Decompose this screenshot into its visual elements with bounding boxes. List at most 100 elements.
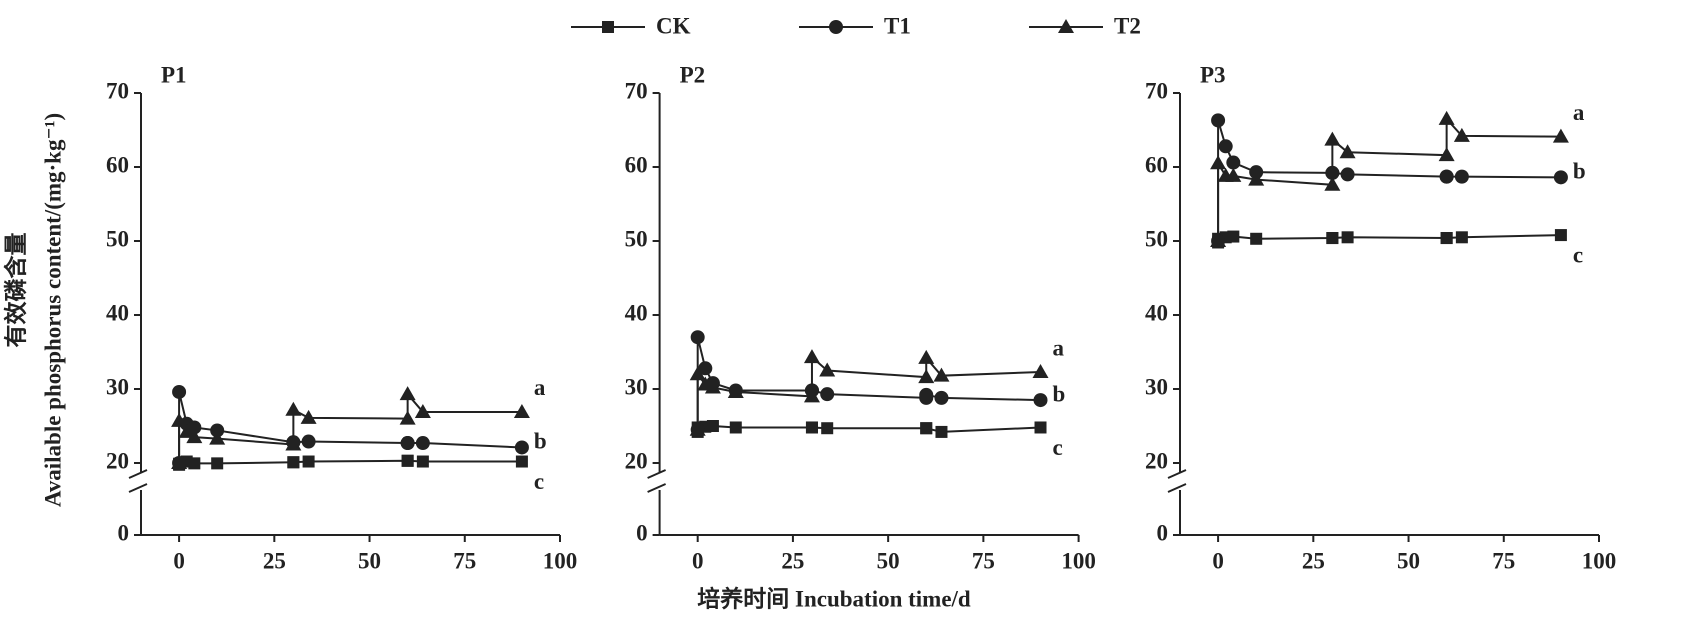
x-tick-label: 100 [1582, 548, 1617, 573]
data-point [1210, 233, 1227, 247]
data-point [188, 457, 201, 470]
data-point [211, 457, 224, 470]
panel-title: P2 [680, 62, 706, 87]
data-point [1032, 363, 1049, 378]
data-point [1210, 155, 1227, 170]
y-label-cn: 有效磷含量 [2, 233, 28, 348]
data-point [727, 383, 744, 398]
data-point [171, 412, 188, 427]
data-point [187, 420, 202, 435]
y-tick-label: 60 [106, 152, 129, 177]
y-tick-label: 0 [636, 520, 648, 545]
panel-title: P3 [1200, 62, 1226, 87]
x-tick-label: 0 [692, 548, 704, 573]
x-tick-label: 25 [263, 548, 286, 573]
data-point [933, 367, 950, 382]
data-point [819, 362, 836, 377]
x-tick-label: 75 [1492, 548, 1515, 573]
axis-break [647, 483, 667, 493]
data-point [690, 330, 705, 345]
data-point [729, 421, 742, 434]
y-tick-label: 70 [106, 78, 129, 103]
y-tick-label: 40 [625, 300, 648, 325]
y-tick-label: 20 [1145, 448, 1168, 473]
data-point [415, 436, 430, 451]
data-point [920, 422, 933, 435]
x-tick-label: 25 [781, 548, 804, 573]
significance-label: c [1573, 242, 1583, 267]
data-point [416, 455, 429, 468]
data-point [1248, 171, 1265, 186]
significance-label: b [534, 429, 547, 454]
data-point [178, 423, 195, 438]
legend-marker [1058, 19, 1074, 33]
data-point [301, 434, 316, 449]
data-point [1440, 232, 1453, 245]
y-tick-label: 0 [118, 520, 130, 545]
data-point [1326, 232, 1339, 245]
series-line [178, 391, 522, 463]
data-point [1439, 169, 1454, 184]
data-point [1453, 127, 1470, 142]
x-tick-label: 0 [1212, 548, 1224, 573]
data-point [1341, 231, 1354, 244]
data-point [186, 429, 203, 444]
x-label: 培养时间 Incubation time/d [697, 585, 971, 611]
significance-label: a [1053, 335, 1065, 360]
data-point [1455, 231, 1468, 244]
x-tick-label: 50 [358, 548, 381, 573]
y-tick-label: 0 [1157, 520, 1169, 545]
axis-break [1167, 483, 1187, 493]
legend-label: T2 [1114, 13, 1141, 38]
x-tick-label: 100 [543, 548, 578, 573]
panel-title: P1 [161, 62, 187, 87]
y-tick-label: 30 [1145, 374, 1168, 399]
data-point [514, 440, 529, 455]
x-tick-label: 75 [453, 548, 476, 573]
significance-label: b [1053, 381, 1066, 406]
data-point [513, 403, 530, 418]
series-line [696, 354, 1041, 430]
series-line [696, 336, 1041, 430]
y-tick-label: 40 [1145, 300, 1168, 325]
data-point [1438, 110, 1455, 125]
y-tick-label: 50 [1145, 226, 1168, 251]
axis-break [1167, 469, 1187, 479]
data-point [302, 455, 315, 468]
data-point [1340, 167, 1355, 182]
data-point [285, 401, 302, 416]
data-point [935, 425, 948, 438]
data-point [689, 366, 706, 381]
series-line [178, 391, 522, 463]
significance-label: a [1573, 100, 1585, 125]
data-point [706, 420, 719, 432]
data-point [287, 456, 300, 469]
data-point [919, 387, 934, 402]
data-point [171, 455, 188, 469]
x-tick-label: 50 [1397, 548, 1420, 573]
axis-break [128, 483, 148, 493]
data-point [1225, 167, 1242, 182]
data-point [414, 403, 431, 418]
data-point [1250, 232, 1263, 245]
x-tick-label: 50 [877, 548, 900, 573]
data-point [400, 436, 415, 451]
data-point [515, 455, 528, 468]
series-line [1217, 234, 1561, 243]
data-point [1227, 230, 1240, 243]
data-point [704, 379, 721, 394]
data-point [285, 436, 302, 451]
data-point [1218, 139, 1233, 154]
y-tick-label: 60 [1145, 152, 1168, 177]
data-point [934, 390, 949, 405]
legend-marker [602, 21, 614, 33]
y-tick-label: 50 [625, 226, 648, 251]
data-point [805, 421, 818, 434]
y-tick-label: 20 [625, 448, 648, 473]
legend-label: CK [656, 13, 691, 38]
data-point [399, 410, 416, 425]
series-line [1217, 120, 1561, 241]
x-tick-label: 75 [972, 548, 995, 573]
data-point [820, 387, 835, 402]
series-line [696, 424, 1041, 433]
